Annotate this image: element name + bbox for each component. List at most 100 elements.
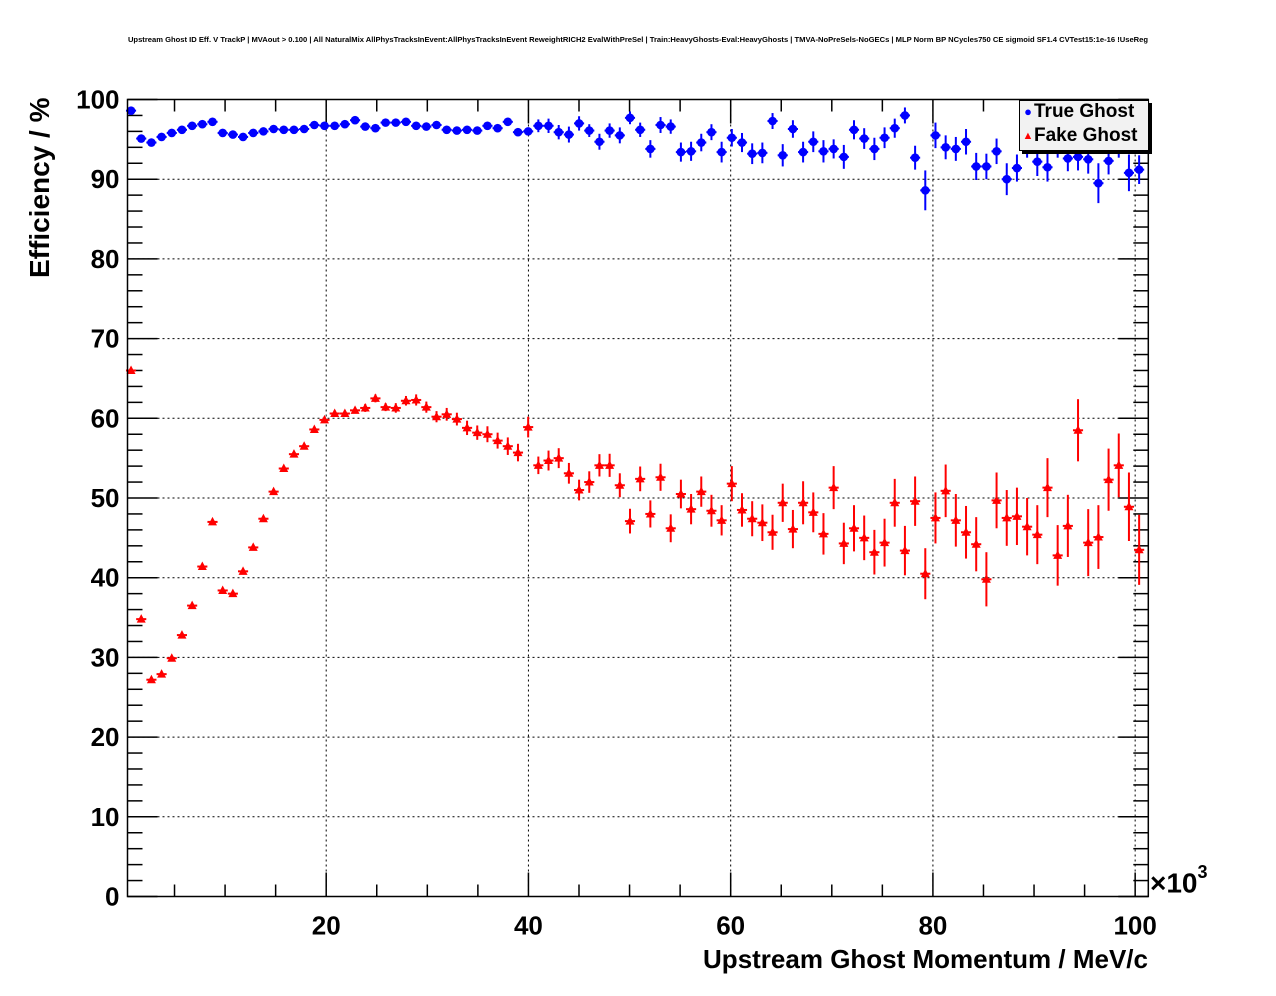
- data-point: [554, 127, 564, 137]
- y-tick-label: 40: [91, 563, 120, 593]
- data-point: [1043, 162, 1052, 172]
- data-point: [910, 153, 920, 162]
- data-point: [289, 449, 299, 458]
- data-point: [747, 513, 757, 523]
- data-point: [788, 124, 798, 134]
- data-point: [768, 527, 778, 536]
- gridlines: [127, 99, 1149, 897]
- y-tick-label: 100: [76, 85, 119, 115]
- data-point: [808, 137, 818, 147]
- data-point: [248, 542, 258, 551]
- data-point: [310, 120, 319, 130]
- legend-entry-fake-ghost: ▲Fake Ghost: [1022, 125, 1138, 147]
- data-point: [900, 111, 910, 120]
- data-point: [798, 147, 808, 157]
- data-point: [421, 402, 431, 411]
- data-point: [656, 472, 666, 481]
- data-point: [208, 516, 218, 526]
- data-point: [819, 147, 828, 156]
- data-point: [554, 453, 564, 462]
- red-triangle-marker-icon: ▲: [1022, 129, 1034, 142]
- data-point: [717, 147, 726, 157]
- data-point: [676, 147, 686, 157]
- x-tick-label: 80: [918, 911, 947, 941]
- data-point: [472, 427, 482, 437]
- data-point: [646, 144, 655, 154]
- data-point: [299, 124, 309, 134]
- data-point: [829, 144, 838, 154]
- x-exponent-base: ×10: [1150, 867, 1198, 899]
- data-point: [320, 121, 329, 131]
- data-point: [931, 131, 940, 140]
- data-point: [941, 143, 950, 152]
- data-point: [890, 497, 900, 507]
- data-point: [1063, 520, 1073, 530]
- data-point: [564, 468, 574, 477]
- data-point: [411, 121, 421, 131]
- data-point: [350, 115, 360, 125]
- data-point: [747, 149, 757, 158]
- data-point: [584, 477, 594, 486]
- data-point: [218, 128, 227, 138]
- data-point: [1012, 163, 1022, 173]
- data-point: [920, 186, 930, 195]
- data-point: [839, 538, 849, 547]
- data-point: [309, 424, 319, 433]
- series-fake-ghost: [125, 365, 1145, 684]
- data-point: [381, 402, 391, 411]
- data-point: [900, 545, 910, 555]
- data-point: [513, 127, 523, 137]
- data-point: [971, 162, 981, 171]
- data-point: [849, 125, 859, 135]
- data-point: [1104, 474, 1114, 484]
- data-marks: [125, 106, 1145, 684]
- data-point: [1073, 152, 1083, 162]
- data-point: [422, 122, 431, 131]
- data-point: [136, 614, 146, 623]
- data-point: [757, 517, 767, 527]
- data-point: [808, 507, 818, 516]
- data-point: [360, 122, 370, 131]
- data-point: [187, 121, 197, 131]
- data-point: [157, 132, 166, 142]
- data-point: [370, 393, 380, 402]
- data-point: [849, 523, 859, 532]
- data-point: [930, 512, 940, 522]
- data-point: [971, 539, 981, 548]
- data-point: [177, 125, 187, 135]
- data-point: [126, 365, 136, 374]
- data-point: [1094, 178, 1103, 188]
- data-point: [1114, 460, 1124, 469]
- data-point: [452, 414, 462, 423]
- data-point: [452, 126, 462, 135]
- data-point: [778, 150, 788, 160]
- data-point: [269, 124, 278, 134]
- data-point: [1022, 521, 1032, 531]
- y-tick-label: 20: [91, 722, 120, 752]
- data-point: [1124, 168, 1134, 178]
- data-point: [992, 495, 1002, 504]
- y-tick-label: 50: [91, 483, 120, 513]
- data-point: [279, 125, 289, 135]
- data-point: [859, 532, 869, 542]
- data-point: [1083, 537, 1093, 547]
- data-point: [534, 121, 543, 131]
- data-point: [981, 574, 991, 583]
- data-point: [523, 422, 533, 431]
- data-point: [228, 588, 238, 598]
- data-point: [605, 126, 614, 135]
- legend-label: Fake Ghost: [1034, 125, 1138, 146]
- data-point: [218, 585, 228, 594]
- x-exponent-power: 3: [1197, 862, 1208, 882]
- data-point: [1042, 482, 1052, 492]
- data-point: [411, 394, 421, 404]
- data-point: [778, 497, 788, 507]
- data-point: [564, 130, 574, 139]
- plot-frame: [126, 98, 1150, 898]
- data-point: [1083, 154, 1093, 164]
- data-point: [1104, 156, 1113, 166]
- y-tick-label: 30: [91, 642, 120, 672]
- data-point: [869, 547, 879, 556]
- data-point: [1033, 157, 1042, 166]
- data-point: [890, 123, 900, 133]
